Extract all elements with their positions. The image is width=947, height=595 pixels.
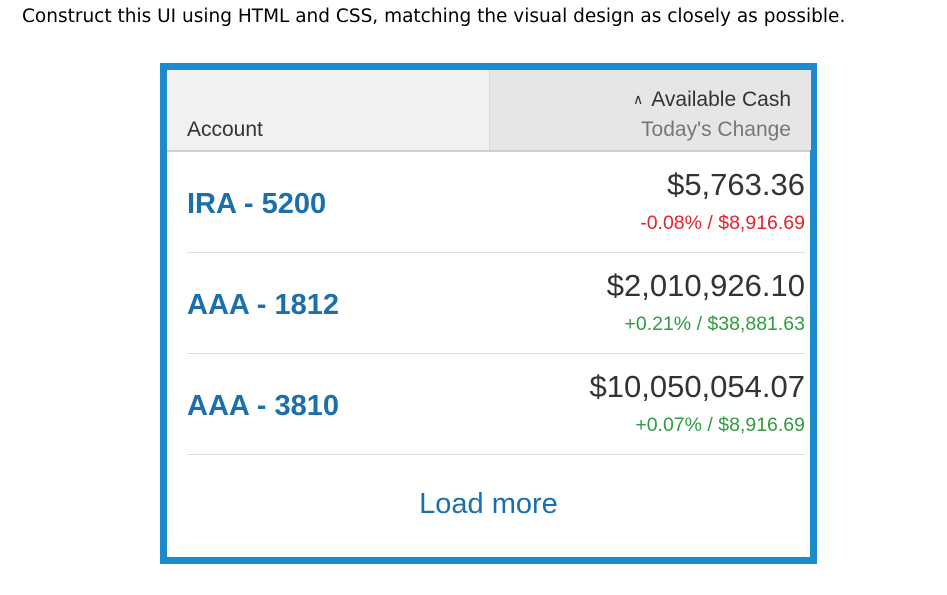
accounts-widget: Account ∧ Available Cash Today's Change I… — [160, 63, 817, 564]
account-row: IRA - 5200 $5,763.36 -0.08% / $8,916.69 — [187, 152, 805, 253]
account-row: AAA - 3810 $10,050,054.07 +0.07% / $8,91… — [187, 354, 805, 455]
account-row: AAA - 1812 $2,010,926.10 +0.21% / $38,88… — [187, 253, 805, 354]
account-column-header[interactable]: Account — [187, 118, 263, 141]
instruction-text: Construct this UI using HTML and CSS, ma… — [22, 6, 846, 27]
todays-change-value: +0.07% / $8,916.69 — [635, 414, 805, 436]
load-more-button[interactable]: Load more — [419, 488, 558, 520]
todays-change-value: +0.21% / $38,881.63 — [624, 313, 805, 335]
available-cash-sort[interactable]: ∧ Available Cash — [633, 88, 791, 112]
available-cash-value: $2,010,926.10 — [606, 268, 805, 303]
table-header: Account ∧ Available Cash Today's Change — [167, 70, 811, 152]
available-cash-value: $10,050,054.07 — [589, 369, 806, 404]
account-link[interactable]: AAA - 3810 — [187, 390, 340, 422]
account-link[interactable]: IRA - 5200 — [187, 188, 327, 220]
available-cash-value: $5,763.36 — [667, 167, 805, 202]
available-cash-label: Available Cash — [651, 88, 791, 111]
sort-ascending-icon: ∧ — [633, 91, 644, 107]
available-cash-column-header[interactable]: ∧ Available Cash Today's Change — [489, 70, 811, 150]
account-link[interactable]: AAA - 1812 — [187, 289, 340, 321]
todays-change-value: -0.08% / $8,916.69 — [640, 212, 805, 234]
todays-change-label: Today's Change — [641, 118, 791, 141]
